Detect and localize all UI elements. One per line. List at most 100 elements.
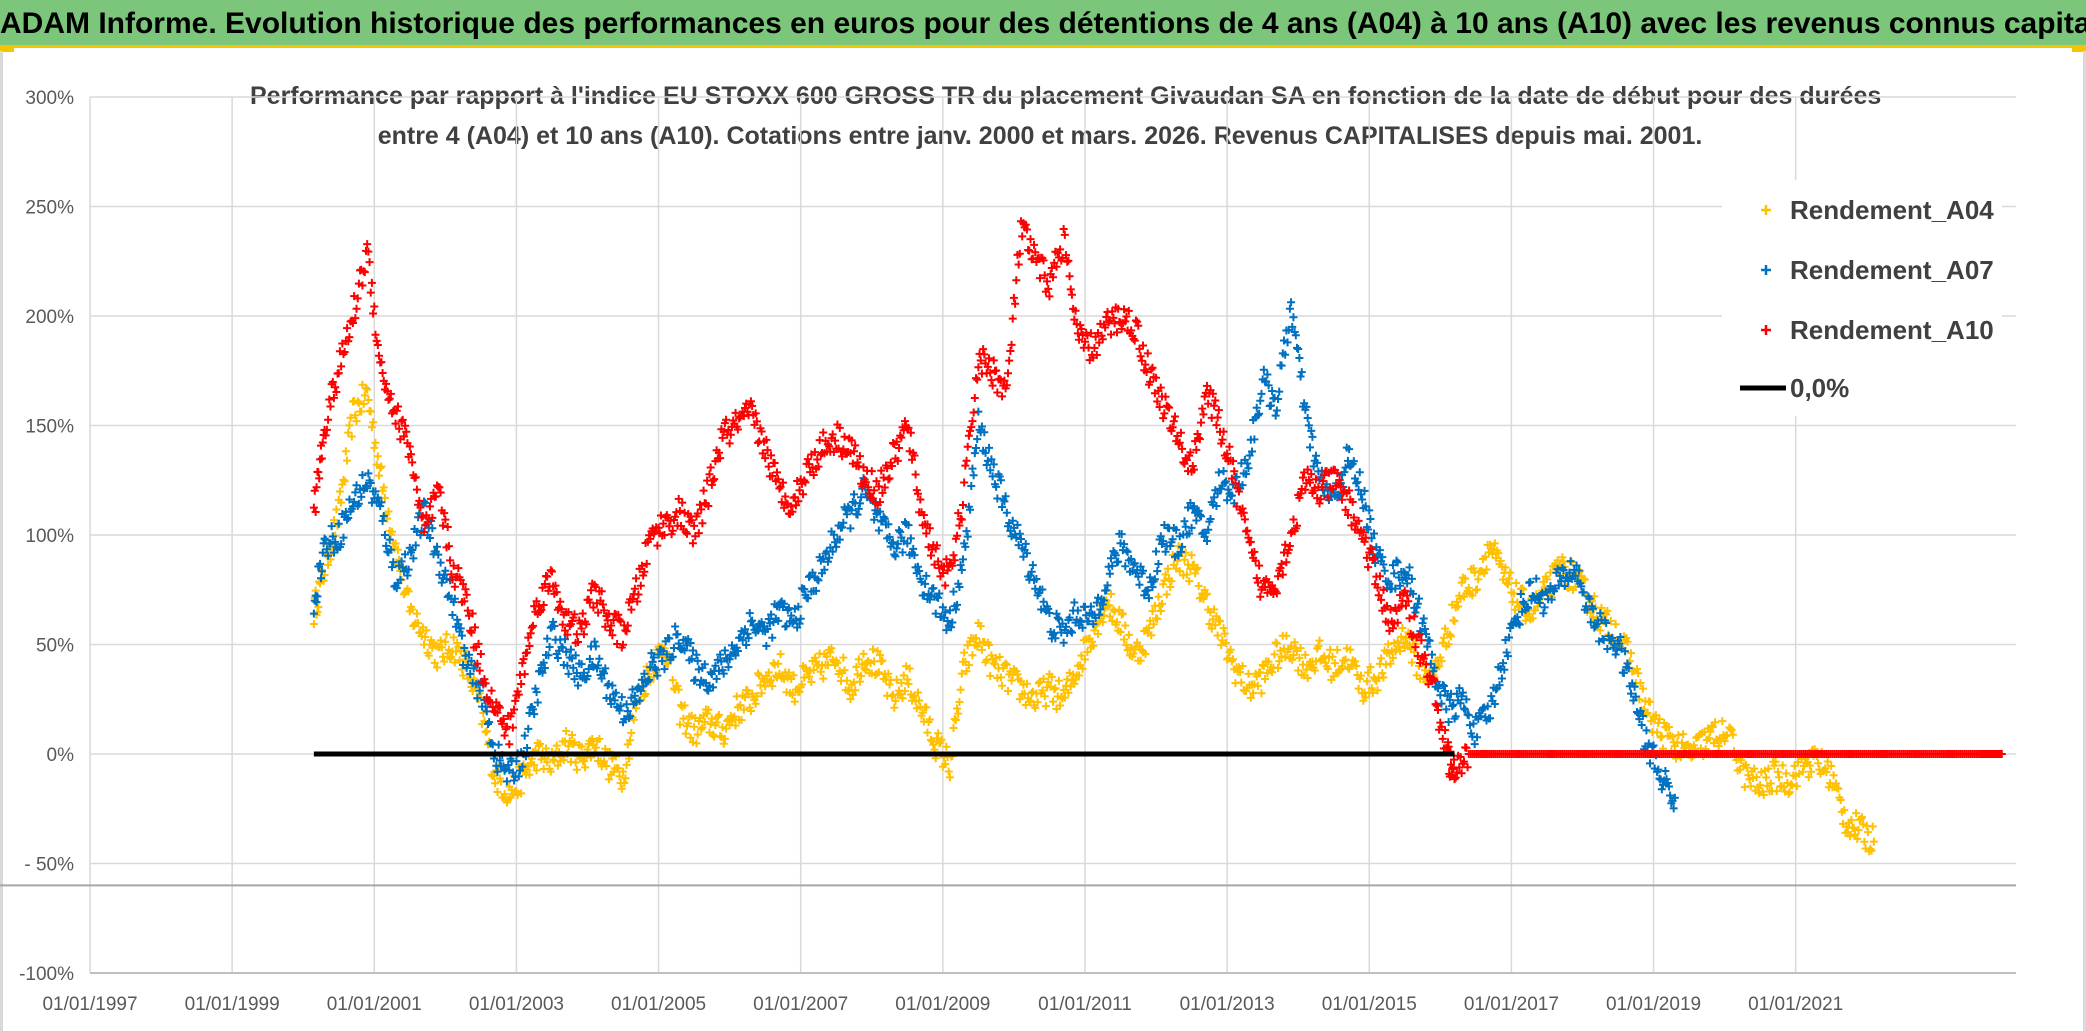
- data-point: [719, 669, 728, 678]
- data-point: [1176, 547, 1185, 556]
- data-point: [986, 671, 995, 680]
- data-point: [378, 516, 387, 525]
- data-point: [757, 427, 766, 436]
- data-point: [1253, 681, 1262, 690]
- data-point: [1585, 594, 1594, 603]
- data-point: [739, 705, 748, 714]
- data-point: [544, 651, 553, 660]
- data-point: [943, 566, 952, 575]
- data-point: [581, 763, 590, 772]
- data-point: [709, 683, 718, 692]
- data-point: [453, 638, 462, 647]
- data-point: [1071, 675, 1080, 684]
- data-point: [1335, 475, 1344, 484]
- x-tick-label: 01/01/1997: [42, 994, 137, 1015]
- data-point: [762, 642, 771, 651]
- data-point: [1154, 560, 1163, 569]
- data-point: [1185, 577, 1194, 586]
- data-point: [1514, 619, 1523, 628]
- data-point: [1612, 646, 1621, 655]
- data-point: [1842, 822, 1851, 831]
- data-point: [571, 651, 580, 660]
- data-point: [1047, 264, 1056, 273]
- data-point: [519, 655, 528, 664]
- data-point: [1007, 676, 1016, 685]
- data-point: [1252, 574, 1261, 583]
- data-point: [518, 762, 527, 771]
- data-point: [833, 658, 842, 667]
- data-point: [889, 538, 898, 547]
- data-point: [700, 660, 709, 669]
- data-point: [911, 470, 920, 479]
- data-point: [967, 481, 976, 490]
- data-point: [1199, 595, 1208, 604]
- data-point: [1243, 459, 1252, 468]
- data-point: [1375, 546, 1384, 555]
- data-point: [1017, 535, 1026, 544]
- data-point: [1420, 651, 1429, 660]
- data-point: [324, 560, 333, 569]
- data-point: [992, 366, 1001, 375]
- data-point: [1370, 554, 1378, 563]
- data-point: [808, 568, 817, 577]
- data-point: [1377, 654, 1386, 663]
- data-point: [1001, 492, 1010, 501]
- data-point: [1304, 421, 1313, 430]
- data-point: [961, 461, 970, 470]
- data-point: [764, 614, 773, 623]
- data-point: [662, 650, 671, 659]
- data-point: [1827, 761, 1836, 770]
- data-point: [1393, 558, 1402, 567]
- data-point: [500, 789, 509, 798]
- data-point: [543, 634, 552, 643]
- data-point: [1192, 445, 1201, 454]
- data-point: [1012, 533, 1021, 542]
- data-point: [960, 478, 969, 487]
- data-point: [1651, 711, 1660, 720]
- data-point: [1611, 620, 1620, 629]
- data-point: [376, 502, 385, 511]
- legend-label: Rendement_A10: [1790, 315, 1994, 345]
- data-point: [1112, 618, 1121, 627]
- data-point: [1192, 565, 1201, 574]
- data-point: [1302, 402, 1311, 411]
- data-point: [343, 456, 352, 465]
- data-point: [1334, 490, 1343, 499]
- data-point: [1422, 660, 1431, 669]
- data-point: [1364, 525, 1373, 534]
- data-point: [529, 705, 538, 714]
- data-point: [1217, 641, 1226, 650]
- data-point: [1122, 546, 1131, 555]
- data-point: [903, 539, 912, 548]
- data-point: [412, 485, 421, 494]
- data-point: [1078, 623, 1087, 632]
- data-point: [1343, 510, 1352, 519]
- data-point: [1386, 605, 1395, 614]
- data-point: [1054, 615, 1063, 624]
- data-point: [1341, 463, 1350, 472]
- data-point: [1868, 822, 1877, 831]
- data-point: [344, 337, 353, 346]
- data-point: [1773, 767, 1782, 776]
- data-point: [744, 634, 753, 643]
- data-point: [1502, 578, 1511, 587]
- data-point: [828, 547, 837, 556]
- data-point: [1289, 650, 1298, 659]
- data-point: [925, 715, 934, 724]
- data-point: [736, 701, 745, 710]
- data-point: [1307, 470, 1316, 479]
- data-point: [1345, 486, 1354, 495]
- data-point: [456, 624, 465, 633]
- data-point: [844, 686, 853, 695]
- data-point: [1603, 606, 1612, 615]
- data-point: [905, 664, 914, 673]
- data-point: [653, 541, 662, 550]
- data-point: [1161, 570, 1170, 579]
- data-point: [979, 345, 988, 354]
- data-point: [1338, 495, 1347, 504]
- data-point: [1121, 317, 1130, 326]
- data-point: [832, 542, 841, 551]
- data-point: [1463, 763, 1472, 772]
- data-point: [530, 710, 539, 719]
